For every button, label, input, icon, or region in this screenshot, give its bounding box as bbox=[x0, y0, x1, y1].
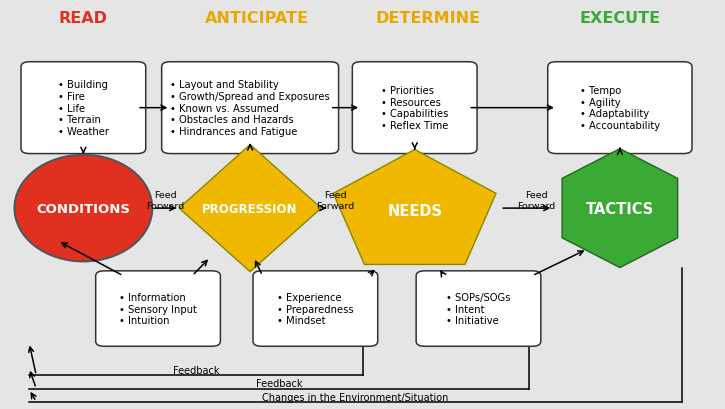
Text: Feedback: Feedback bbox=[256, 379, 302, 389]
Text: Feedback: Feedback bbox=[173, 366, 219, 375]
Text: • Information
• Sensory Input
• Intuition: • Information • Sensory Input • Intuitio… bbox=[119, 292, 197, 325]
FancyBboxPatch shape bbox=[416, 271, 541, 346]
FancyBboxPatch shape bbox=[547, 63, 692, 154]
Text: Feed
Forward: Feed Forward bbox=[518, 191, 555, 210]
Text: • Experience
• Preparedness
• Mindset: • Experience • Preparedness • Mindset bbox=[277, 292, 354, 325]
Polygon shape bbox=[562, 149, 678, 268]
FancyBboxPatch shape bbox=[162, 63, 339, 154]
FancyBboxPatch shape bbox=[352, 63, 477, 154]
Text: • Layout and Stability
• Growth/Spread and Exposures
• Known vs. Assumed
• Obsta: • Layout and Stability • Growth/Spread a… bbox=[170, 80, 330, 137]
FancyBboxPatch shape bbox=[21, 63, 146, 154]
Text: ANTICIPATE: ANTICIPATE bbox=[205, 11, 310, 26]
Text: CONDITIONS: CONDITIONS bbox=[36, 202, 130, 215]
FancyBboxPatch shape bbox=[96, 271, 220, 346]
Text: PROGRESSION: PROGRESSION bbox=[202, 202, 298, 215]
Text: Changes in the Environment/Situation: Changes in the Environment/Situation bbox=[262, 392, 449, 402]
Text: TACTICS: TACTICS bbox=[586, 201, 654, 216]
Text: NEEDS: NEEDS bbox=[387, 204, 442, 219]
Text: • SOPs/SOGs
• Intent
• Initiative: • SOPs/SOGs • Intent • Initiative bbox=[447, 292, 510, 325]
Text: DETERMINE: DETERMINE bbox=[376, 11, 480, 26]
Text: Feed
Forward: Feed Forward bbox=[316, 191, 354, 210]
Polygon shape bbox=[334, 150, 496, 265]
FancyBboxPatch shape bbox=[253, 271, 378, 346]
Polygon shape bbox=[179, 145, 321, 272]
Text: • Priorities
• Resources
• Capabilities
• Reflex Time: • Priorities • Resources • Capabilities … bbox=[381, 86, 448, 131]
Text: • Tempo
• Agility
• Adaptability
• Accountability: • Tempo • Agility • Adaptability • Accou… bbox=[580, 86, 660, 131]
Text: EXECUTE: EXECUTE bbox=[579, 11, 660, 26]
Text: READ: READ bbox=[59, 11, 108, 26]
Text: Feed
Forward: Feed Forward bbox=[146, 191, 184, 210]
Text: • Building
• Fire
• Life
• Terrain
• Weather: • Building • Fire • Life • Terrain • Wea… bbox=[58, 80, 109, 137]
Ellipse shape bbox=[14, 155, 152, 262]
